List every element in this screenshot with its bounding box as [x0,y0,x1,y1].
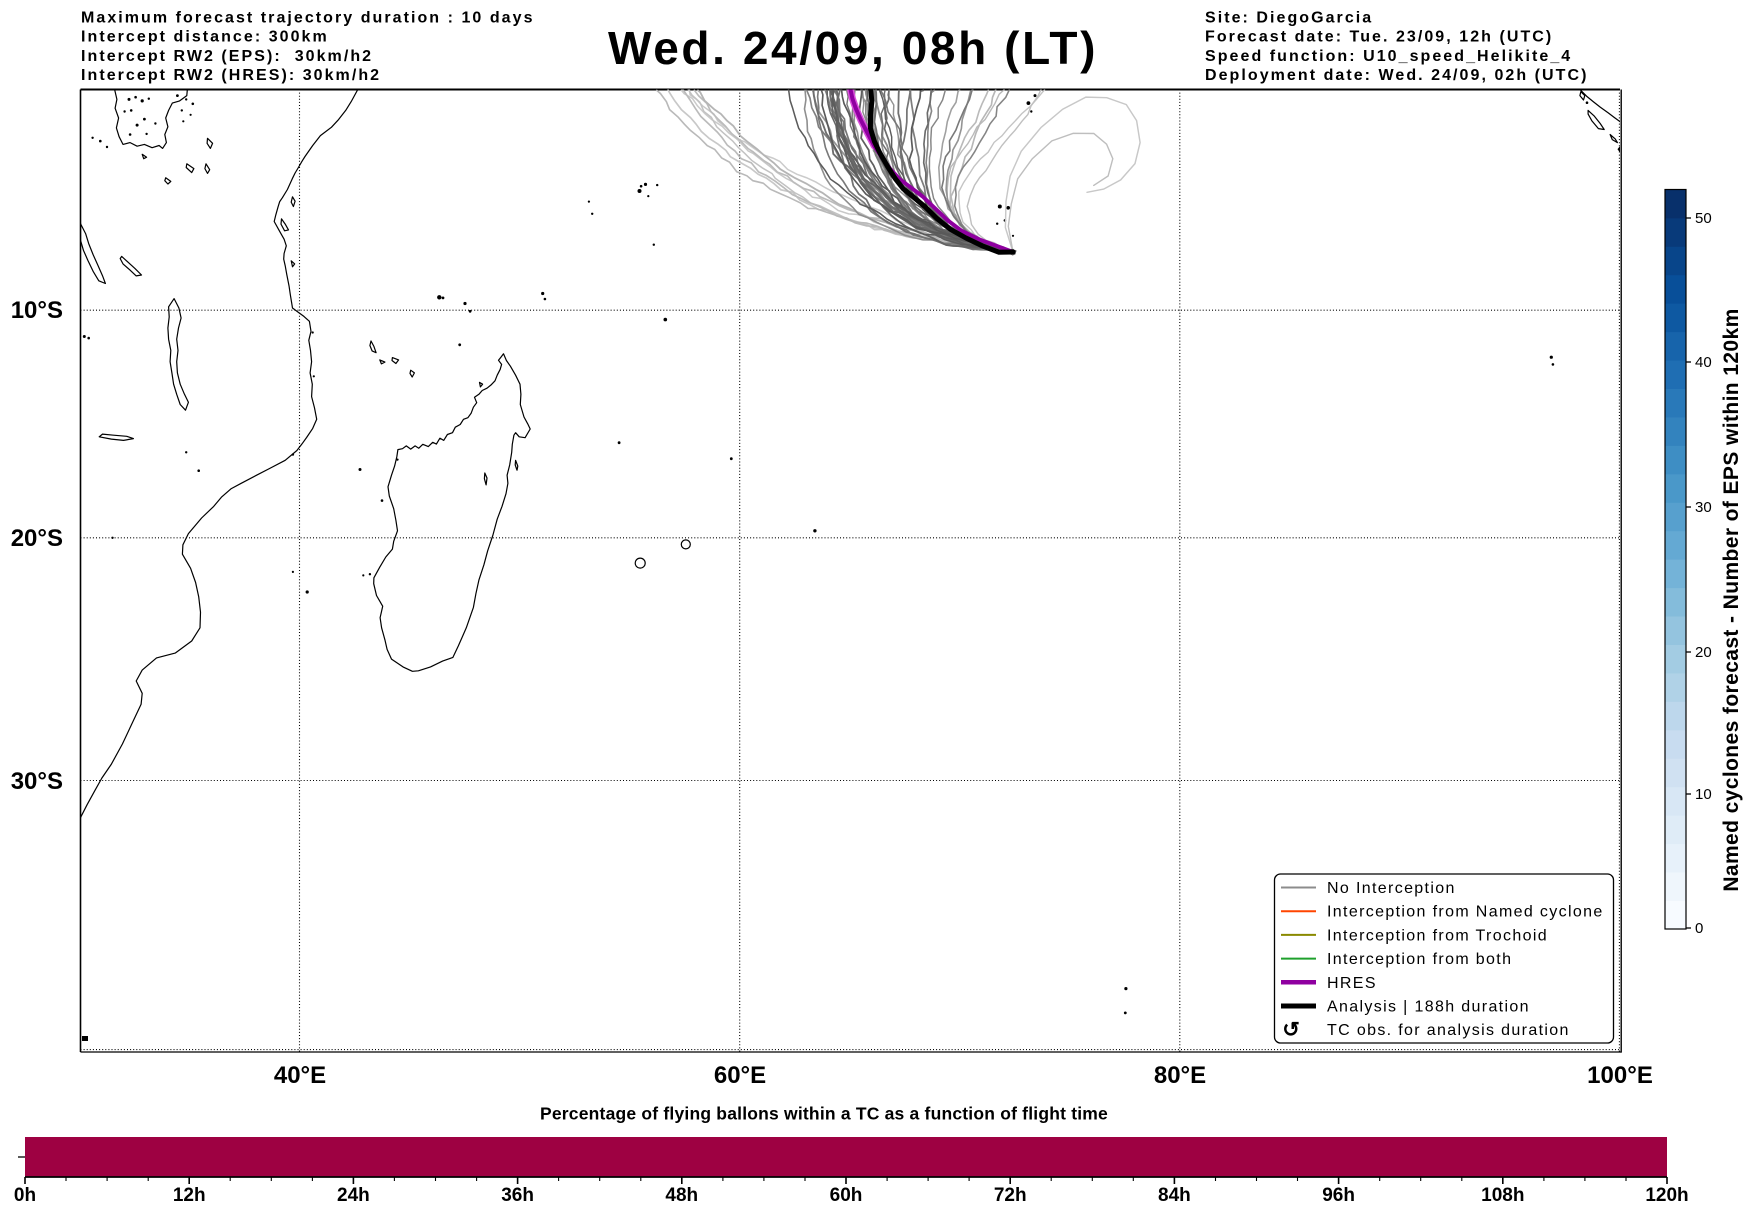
svg-text:TC obs. for analysis duration: TC obs. for analysis duration [1327,1022,1570,1039]
svg-text:20: 20 [1695,644,1712,661]
svg-text:Intercept RW2 (EPS): 30km/h2: Intercept RW2 (EPS): 30km/h2 [81,48,373,65]
svg-text:108h: 108h [1481,1185,1524,1206]
svg-text:Percentage of flying ballons w: Percentage of flying ballons within a TC… [540,1104,1108,1124]
svg-text:10°S: 10°S [11,297,63,324]
svg-text:Speed function: U10_speed_Heli: Speed function: U10_speed_Helikite_4 [1205,48,1572,65]
svg-text:Deployment date: Wed. 24/09, 0: Deployment date: Wed. 24/09, 02h (UTC) [1205,67,1588,84]
svg-text:Analysis | 188h duration: Analysis | 188h duration [1327,999,1530,1016]
svg-text:100°E: 100°E [1587,1062,1653,1089]
svg-text:50: 50 [1695,210,1712,227]
svg-text:120h: 120h [1645,1185,1688,1206]
svg-text:80°E: 80°E [1154,1062,1206,1089]
svg-text:Forecast date: Tue. 23/09, 12h: Forecast date: Tue. 23/09, 12h (UTC) [1205,29,1553,46]
svg-text:Intercept RW2 (HRES): 30km/h2: Intercept RW2 (HRES): 30km/h2 [81,67,381,84]
svg-text:60h: 60h [830,1185,863,1206]
svg-text:30: 30 [1695,499,1712,516]
svg-text:30°S: 30°S [11,768,63,795]
svg-text:Interception from both: Interception from both [1327,951,1512,968]
svg-text:Named cyclones forecast - Numb: Named cyclones forecast - Number of EPS … [1720,308,1743,891]
svg-text:60°E: 60°E [714,1062,766,1089]
svg-text:40: 40 [1695,354,1712,371]
svg-text:12h: 12h [173,1185,206,1206]
svg-text:0h: 0h [14,1185,36,1206]
svg-text:HRES: HRES [1327,975,1377,992]
svg-text:20°S: 20°S [11,525,63,552]
svg-text:10: 10 [1695,786,1712,803]
svg-text:No Interception: No Interception [1327,880,1456,897]
svg-text:96h: 96h [1322,1185,1355,1206]
svg-text:40°E: 40°E [274,1062,326,1089]
svg-text:Interception from Named cyclon: Interception from Named cyclone [1327,904,1604,921]
svg-text:84h: 84h [1158,1185,1191,1206]
svg-text:Site: DiegoGarcia: Site: DiegoGarcia [1205,10,1373,27]
svg-text:Interception from Trochoid: Interception from Trochoid [1327,927,1548,944]
svg-text:Wed. 24/09, 08h (LT): Wed. 24/09, 08h (LT) [608,22,1098,74]
svg-text:36h: 36h [501,1185,534,1206]
svg-text:↺: ↺ [1282,1019,1300,1042]
svg-text:Maximum forecast trajectory du: Maximum forecast trajectory duration : 1… [81,10,535,27]
svg-text:24h: 24h [337,1185,370,1206]
svg-text:48h: 48h [665,1185,698,1206]
svg-text:0: 0 [1695,920,1703,937]
svg-text:Intercept distance: 300km: Intercept distance: 300km [81,29,329,46]
svg-text:72h: 72h [994,1185,1027,1206]
